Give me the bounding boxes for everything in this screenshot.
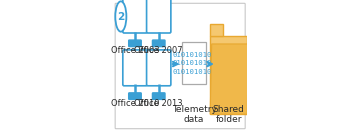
Polygon shape (210, 24, 223, 36)
Text: Telemetry
data: Telemetry data (172, 105, 217, 124)
FancyBboxPatch shape (147, 0, 171, 33)
FancyBboxPatch shape (129, 93, 141, 99)
Text: Office 2010: Office 2010 (111, 99, 159, 108)
FancyBboxPatch shape (129, 40, 141, 47)
Polygon shape (210, 36, 247, 114)
Bar (125, 54, 144, 82)
Text: 0101010101
0101010101
0101010101: 0101010101 0101010101 0101010101 (172, 52, 216, 75)
FancyBboxPatch shape (123, 50, 147, 86)
FancyBboxPatch shape (147, 50, 171, 86)
Bar (149, 54, 168, 82)
Text: Office 2013: Office 2013 (134, 99, 183, 108)
FancyBboxPatch shape (123, 0, 147, 33)
FancyBboxPatch shape (182, 42, 205, 84)
FancyBboxPatch shape (152, 93, 165, 99)
Text: Office 2003: Office 2003 (111, 46, 159, 55)
FancyBboxPatch shape (152, 40, 165, 47)
FancyBboxPatch shape (115, 3, 245, 129)
Text: 2: 2 (117, 11, 125, 22)
Ellipse shape (115, 1, 126, 32)
Polygon shape (210, 44, 249, 114)
Text: Shared
folder: Shared folder (213, 105, 245, 124)
Text: Office 2007: Office 2007 (134, 46, 183, 55)
Bar (149, 1, 168, 29)
Bar (125, 1, 144, 29)
